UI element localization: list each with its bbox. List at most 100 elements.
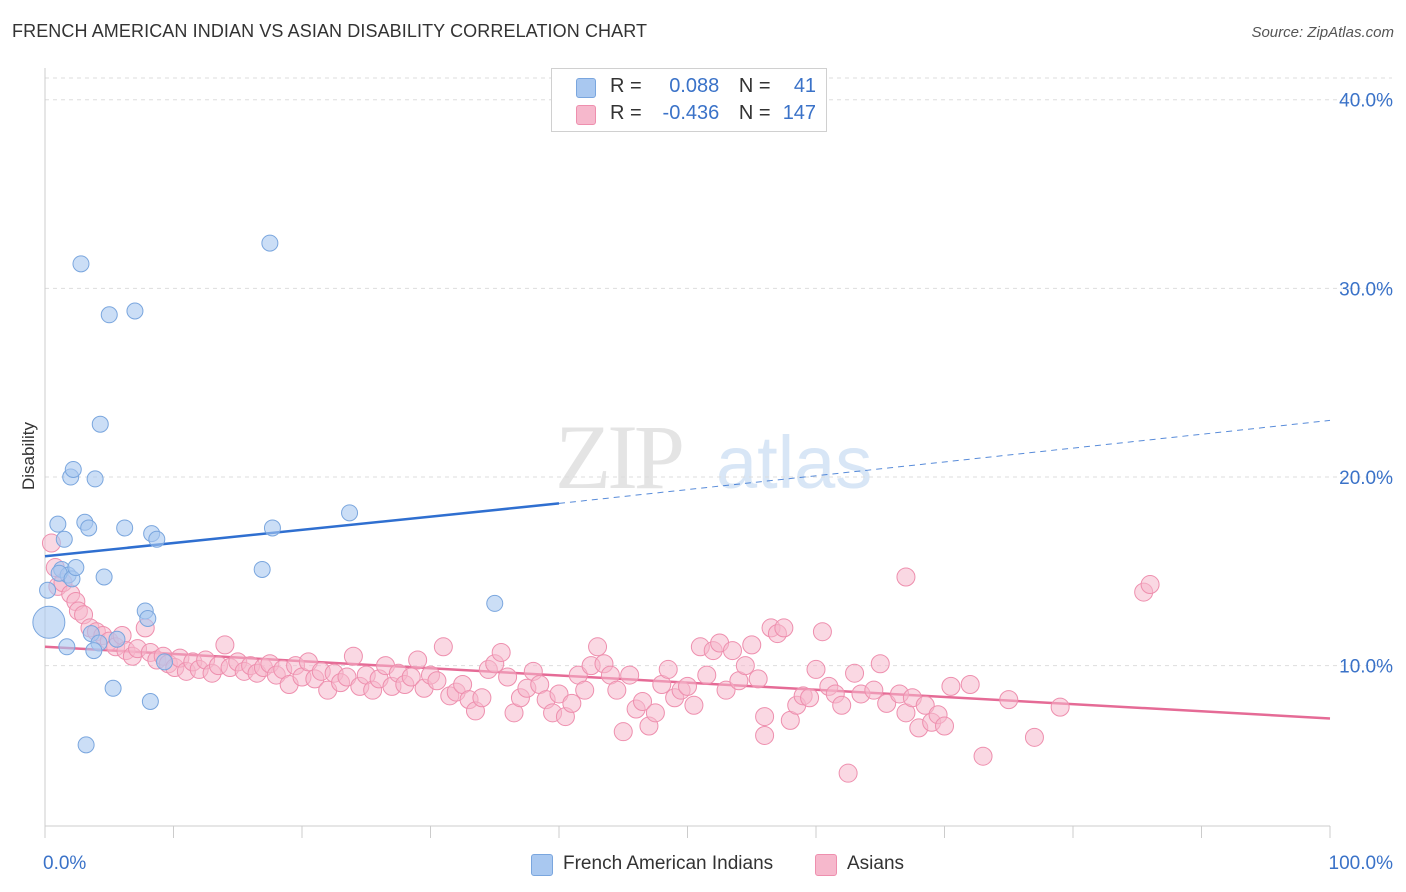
point-asians <box>716 680 736 700</box>
point-asians <box>806 659 826 679</box>
chart-source: Source: ZipAtlas.com <box>1251 24 1394 41</box>
point-asians <box>401 667 421 687</box>
point-asians <box>491 642 511 662</box>
point-french-american-indians <box>80 519 98 537</box>
point-asians <box>748 669 768 689</box>
point-french-american-indians <box>486 594 504 612</box>
point-french-american-indians <box>95 568 113 586</box>
point-french-american-indians <box>49 515 67 533</box>
trend-line-projection <box>558 419 1331 504</box>
point-asians <box>999 690 1019 710</box>
point-french-american-indians <box>263 519 281 537</box>
point-asians <box>620 665 640 685</box>
point-asians <box>658 659 678 679</box>
series-name: Asians <box>847 853 905 874</box>
point-asians <box>877 693 897 713</box>
legend-r-value: 0.088 <box>669 75 720 97</box>
point-french-american-indians <box>85 642 103 660</box>
point-asians <box>722 641 742 661</box>
point-french-american-indians <box>104 679 122 697</box>
point-asians <box>755 707 775 727</box>
point-french-american-indians <box>77 736 95 754</box>
y-axis-label: Disability <box>19 421 38 490</box>
svg-text:ZIP: ZIP <box>555 406 682 508</box>
point-asians <box>1024 727 1044 747</box>
legend-n-value: 147 <box>782 102 817 124</box>
legend-swatch-pink <box>576 105 596 125</box>
point-asians <box>915 695 935 715</box>
point-asians <box>800 688 820 708</box>
point-french-american-indians <box>58 638 76 656</box>
point-asians <box>845 663 865 683</box>
gridlines <box>45 77 1392 667</box>
point-french-american-indians <box>148 530 166 548</box>
point-asians <box>645 703 665 723</box>
y-tick-label: 20.0% <box>1339 468 1393 489</box>
legend-r-label: R = <box>610 102 642 124</box>
point-asians <box>343 646 363 666</box>
trend-line-french-american-indians <box>44 502 560 558</box>
point-french-american-indians <box>261 234 279 252</box>
point-asians <box>607 680 627 700</box>
point-asians <box>684 695 704 715</box>
x-tick-label-end: 100.0% <box>1329 853 1394 874</box>
point-asians <box>935 716 954 736</box>
legend-r-label: R = <box>610 75 642 97</box>
point-french-american-indians <box>67 559 85 577</box>
point-french-american-indians <box>341 504 359 522</box>
point-asians <box>472 688 492 708</box>
point-asians <box>433 637 453 657</box>
point-asians <box>1050 697 1070 717</box>
legend-r-value: -0.436 <box>662 102 720 124</box>
y-tick-label: 10.0% <box>1339 657 1393 678</box>
point-asians <box>973 746 993 766</box>
point-asians <box>549 684 569 704</box>
correlation-legend: R = 0.088 N = 41 R = -0.436 N = 147 <box>551 68 827 132</box>
tick-labels: 10.0% 20.0% 30.0% 40.0% 0.0% 100.0% <box>43 91 1393 874</box>
series-swatch-blue <box>531 854 553 876</box>
axes <box>44 68 1331 838</box>
point-french-american-indians <box>108 630 126 648</box>
point-french-american-indians <box>100 306 118 324</box>
point-asians <box>812 622 832 642</box>
point-french-american-indians <box>141 692 159 710</box>
point-asians <box>735 656 755 676</box>
point-asians <box>838 763 858 783</box>
point-asians <box>427 671 447 691</box>
point-french-american-indians <box>64 460 82 478</box>
point-asians <box>562 693 582 713</box>
point-french-american-indians <box>32 605 66 639</box>
point-asians <box>215 635 235 655</box>
point-asians <box>337 667 357 687</box>
point-asians <box>588 637 608 657</box>
point-asians <box>697 665 717 685</box>
point-french-american-indians <box>86 470 104 488</box>
point-asians <box>575 680 595 700</box>
point-french-american-indians <box>253 560 271 578</box>
legend-swatch-blue <box>576 78 596 98</box>
point-french-american-indians <box>139 609 157 627</box>
point-french-american-indians <box>91 415 109 433</box>
point-french-american-indians <box>156 653 174 671</box>
point-asians <box>896 567 916 587</box>
point-french-american-indians <box>55 530 73 548</box>
point-asians <box>678 676 697 696</box>
point-asians <box>960 675 980 695</box>
data-points <box>32 234 1160 783</box>
point-asians <box>1140 575 1160 595</box>
chart-title: FRENCH AMERICAN INDIAN VS ASIAN DISABILI… <box>12 21 648 41</box>
y-tick-label: 40.0% <box>1339 91 1393 112</box>
point-asians <box>298 652 318 672</box>
legend-n-label: N = <box>738 102 771 124</box>
point-asians <box>864 680 884 700</box>
x-tick-label-start: 0.0% <box>43 853 86 874</box>
point-asians <box>832 695 852 715</box>
point-asians <box>870 654 890 674</box>
point-asians <box>613 722 633 742</box>
y-tick-label: 30.0% <box>1339 279 1393 300</box>
point-asians <box>755 725 775 745</box>
svg-text:atlas: atlas <box>716 421 872 504</box>
point-asians <box>408 650 428 670</box>
point-asians <box>633 691 653 711</box>
